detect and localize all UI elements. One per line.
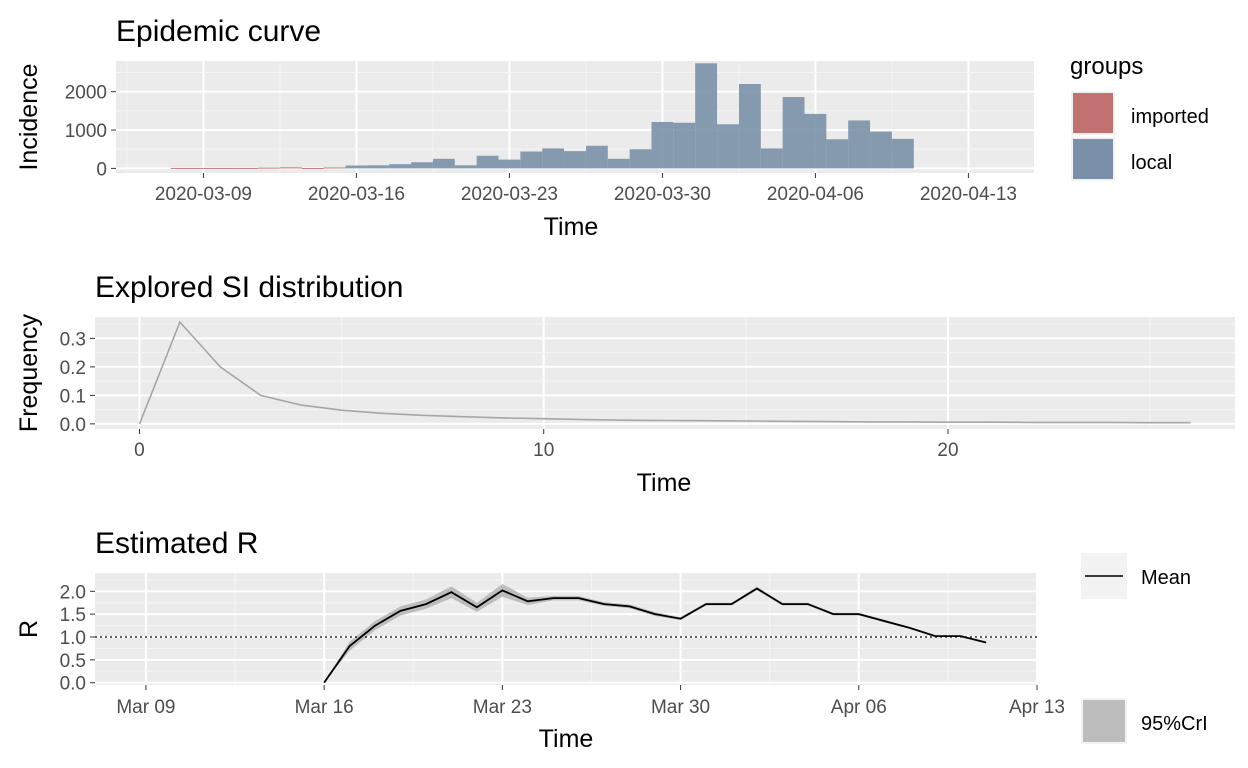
legend-label-mean: Mean: [1141, 567, 1191, 589]
si-distribution-plot-area: [95, 317, 1235, 429]
legend-key-imported: [1073, 93, 1113, 133]
x-tick-label: Apr 06: [831, 697, 887, 718]
bar-imported: [236, 167, 259, 169]
bar-imported: [323, 167, 346, 169]
bar-imported: [192, 167, 215, 169]
x-tick-label: Mar 23: [473, 697, 532, 718]
y-tick-label: 2000: [65, 83, 107, 104]
estimated-r-series-layer: [95, 584, 1037, 684]
y-tick-label: 1000: [65, 121, 107, 142]
estimated-r-x-ticks: Mar 09 Mar 16 Mar 23 Mar 30 Apr 06 Apr 13: [116, 685, 1065, 718]
y-tick-label: 0.5: [60, 651, 86, 672]
bar-local: [542, 148, 565, 169]
epidemic-curve-x-axis-title: Time: [544, 213, 599, 241]
y-tick-label: 0.3: [60, 329, 86, 350]
estimated-r-plot-area: [95, 573, 1037, 685]
bar-local: [673, 122, 696, 169]
bar-local: [804, 113, 827, 169]
si-distribution-x-ticks: 0 10 20: [134, 429, 959, 461]
r-legend: Mean 95%CrI: [1081, 553, 1208, 744]
legend-label-imported: imported: [1131, 106, 1209, 128]
x-tick-label: Mar 30: [651, 697, 710, 718]
bar-local: [848, 120, 871, 169]
y-tick-label: 1.5: [60, 605, 86, 626]
y-tick-label: 0.0: [60, 415, 86, 436]
bar-local: [345, 165, 368, 169]
epidemic-curve-x-ticks: 2020-03-09 2020-03-16 2020-03-23 2020-03-30…: [155, 173, 1017, 205]
y-tick-label: 0: [96, 159, 107, 180]
bar-local: [454, 165, 477, 169]
x-tick-label: 2020-04-13: [920, 184, 1017, 205]
bar-local: [782, 97, 805, 169]
epidemic-curve-title: Epidemic curve: [116, 15, 321, 48]
groups-legend: groups imported local: [1070, 53, 1209, 181]
x-tick-label: 2020-03-30: [614, 184, 711, 205]
y-tick-label: 1.0: [60, 628, 86, 649]
x-tick-label: 2020-03-09: [155, 184, 252, 205]
bar-imported: [258, 167, 280, 169]
estimated-r-panel: Estimated R Mar 09 Mar 16 Mar 23 Mar 30 Apr …: [15, 527, 1208, 753]
bar-imported: [214, 167, 237, 169]
bar-local: [760, 148, 783, 169]
si-distribution-y-axis-title: Frequency: [15, 313, 43, 432]
si-distribution-gridlines: [95, 317, 1235, 429]
epidemic-curve-panel: Epidemic curve 2020-03-09 2020-03-16 2020-…: [15, 15, 1209, 241]
bar-local: [585, 145, 608, 169]
bar-local: [607, 158, 630, 169]
x-tick-label: 2020-03-23: [461, 184, 558, 205]
mean-line: [323, 587, 987, 684]
x-tick-label: 10: [533, 440, 554, 461]
estimated-r-title: Estimated R: [95, 527, 258, 560]
bar-local: [520, 151, 543, 169]
x-tick-label: 2020-03-16: [308, 184, 405, 205]
si-distribution-line-layer: [138, 320, 1191, 425]
bar-local: [651, 121, 674, 169]
x-tick-label: Mar 09: [116, 697, 175, 718]
bar-local: [891, 138, 914, 169]
estimated-r-y-ticks: 0.00.51.01.52.0: [60, 582, 95, 695]
si-distribution-x-axis-title: Time: [637, 469, 692, 497]
si-distribution-line: [138, 320, 1191, 425]
epidemic-curve-bars: [170, 63, 914, 170]
bar-local: [870, 131, 892, 169]
estimated-r-x-axis-title: Time: [539, 725, 594, 753]
bar-imported: [170, 167, 193, 169]
y-tick-label: 0.0: [60, 674, 86, 695]
legend-label-crl: 95%CrI: [1141, 713, 1208, 735]
bar-local: [826, 139, 849, 169]
bar-local: [629, 149, 652, 169]
legend-key-local: [1073, 139, 1113, 179]
x-tick-label: 2020-04-06: [767, 184, 864, 205]
legend-label-local: local: [1131, 152, 1172, 174]
bar-local: [498, 159, 521, 169]
bar-local: [738, 84, 761, 169]
bar-local: [717, 124, 739, 169]
y-tick-label: 0.2: [60, 358, 86, 379]
bar-local: [411, 162, 433, 169]
x-tick-label: 20: [937, 440, 958, 461]
bar-local: [432, 158, 455, 169]
bar-local: [367, 165, 390, 169]
bar-imported: [301, 168, 324, 170]
x-tick-label: 0: [134, 440, 145, 461]
bar-local: [389, 164, 412, 169]
y-tick-label: 2.0: [60, 582, 86, 603]
bar-local: [695, 63, 718, 169]
x-tick-label: Mar 16: [295, 697, 354, 718]
si-distribution-title: Explored SI distribution: [95, 271, 404, 304]
si-distribution-panel: Explored SI distribution 0 10 20 0.0 0.1 0.2…: [15, 271, 1235, 497]
legend-key-crl: [1083, 700, 1125, 742]
x-tick-label: Apr 13: [1009, 697, 1065, 718]
si-distribution-y-ticks: 0.0 0.1 0.2 0.3: [60, 329, 95, 436]
bar-local: [476, 155, 499, 169]
y-tick-label: 0.1: [60, 386, 86, 407]
epidemic-curve-y-ticks: 0 1000 2000: [65, 83, 116, 180]
groups-legend-title: groups: [1070, 53, 1143, 80]
bar-imported: [279, 167, 302, 169]
epidemic-curve-y-axis-title: Incidence: [15, 63, 43, 170]
estimated-r-y-axis-title: R: [15, 620, 43, 638]
bar-local: [564, 151, 586, 169]
